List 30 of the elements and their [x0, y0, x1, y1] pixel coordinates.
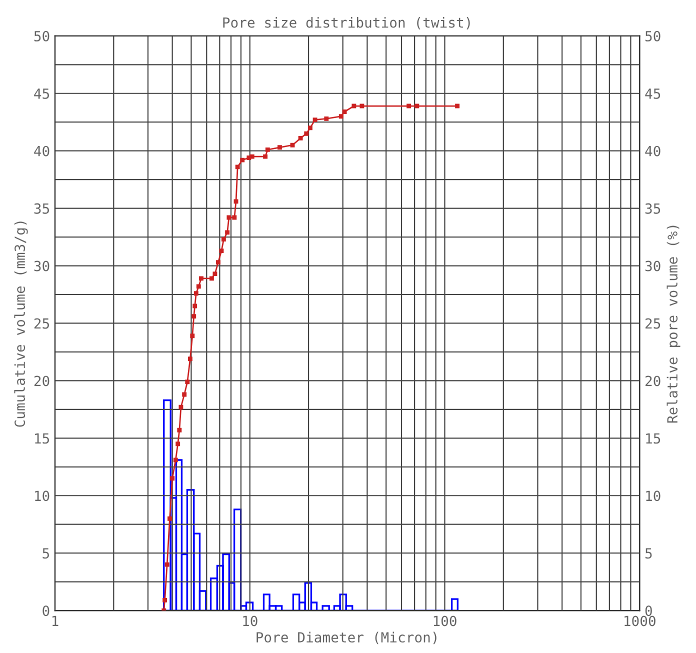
x-tick-label: 10 [243, 616, 258, 626]
y-tick-label: 40 [34, 146, 50, 156]
y-tick-label: 0 [42, 606, 50, 616]
y2-tick-label: 5 [645, 548, 652, 559]
y2-tick-label: 0 [645, 606, 652, 616]
y-tick-label: 45 [34, 88, 50, 99]
y2-tick-label: 45 [645, 88, 660, 99]
x-tick-label: 1000 [624, 616, 656, 626]
y-tick-label: 50 [34, 30, 50, 42]
y2-tick-label: 10 [646, 490, 660, 502]
y2-tick-label: 35 [645, 203, 660, 214]
x-tick-label: 100 [434, 616, 456, 626]
y2-tick-label: 15 [646, 433, 660, 444]
y2-axis-title: Relative pore volume (%) [666, 226, 680, 423]
y2-tick-label: 40 [645, 146, 660, 156]
y-tick-label: 15 [35, 433, 50, 444]
y-tick-label: 20 [34, 376, 50, 386]
x-tick-label: 1 [52, 616, 58, 626]
chart-title: Pore size distribution (twist) [223, 17, 470, 30]
y-tick-label: 25 [34, 318, 50, 329]
y2-tick-label: 20 [646, 376, 660, 386]
y2-tick-label: 50 [645, 30, 660, 42]
y-axis-title: Cumulative volume (mm3/g) [14, 222, 28, 427]
y2-tick-label: 30 [645, 260, 660, 272]
y-tick-label: 30 [34, 260, 50, 272]
y-tick-label: 35 [34, 203, 50, 214]
y2-tick-label: 25 [646, 318, 660, 329]
y-tick-label: 5 [42, 548, 50, 559]
y-tick-label: 10 [35, 490, 50, 502]
x-axis-title: Pore Diameter (Micron) [256, 632, 436, 644]
